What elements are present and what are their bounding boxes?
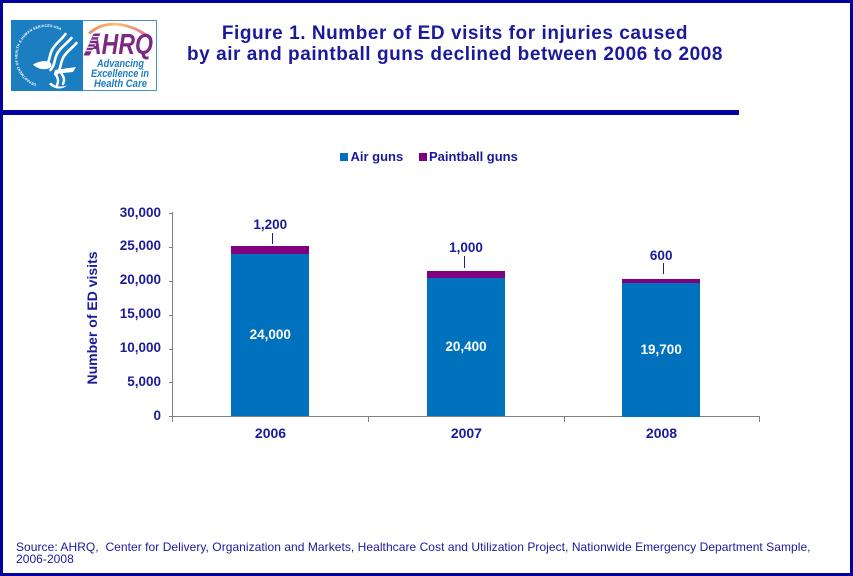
svg-text:Excellence in: Excellence in <box>91 68 149 80</box>
svg-text:Advancing: Advancing <box>96 58 144 70</box>
svg-text:Health Care: Health Care <box>94 78 147 90</box>
